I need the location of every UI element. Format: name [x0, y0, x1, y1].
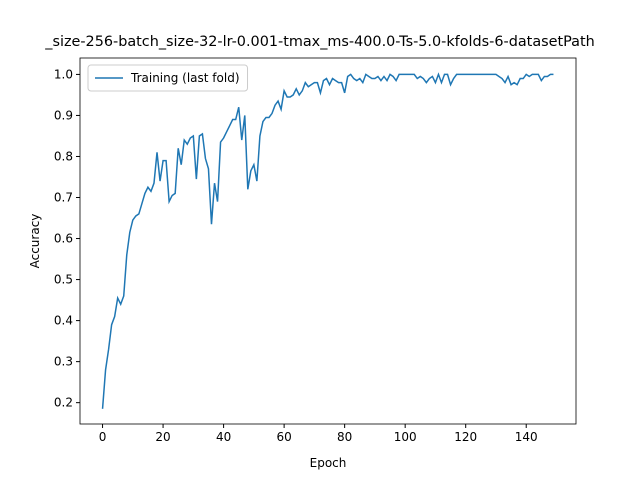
x-tick-label: 120: [454, 430, 477, 444]
data-line: [101, 72, 554, 409]
x-tick-label: 40: [216, 430, 231, 444]
chart-title: _size-256-batch_size-32-lr-0.001-tmax_ms…: [44, 34, 595, 50]
x-tick-label: 140: [515, 430, 538, 444]
plot-frame: [79, 57, 577, 425]
legend: Training (last fold): [87, 64, 249, 92]
y-tick-label: 0.5: [54, 273, 73, 287]
x-tick-label: 80: [337, 430, 352, 444]
y-axis-label: Accuracy: [28, 214, 42, 269]
y-tick-label: 0.7: [54, 191, 73, 205]
x-tick-label: 20: [155, 430, 170, 444]
y-tick-label: 0.3: [54, 355, 73, 369]
y-tick-label: 0.4: [54, 314, 73, 328]
legend-label: Training (last fold): [130, 71, 240, 85]
x-axis-label: Epoch: [310, 456, 347, 470]
legend-box: [87, 64, 249, 92]
x-tick-label: 60: [276, 430, 291, 444]
x-tick-label: 100: [394, 430, 417, 444]
y-tick-label: 0.9: [54, 108, 73, 122]
x-tick-label: 0: [99, 430, 107, 444]
y-tick-label: 0.6: [54, 232, 73, 246]
y-tick-label: 1.0: [54, 67, 73, 81]
y-tick-label: 0.2: [54, 396, 73, 410]
y-tick-label: 0.8: [54, 149, 73, 163]
